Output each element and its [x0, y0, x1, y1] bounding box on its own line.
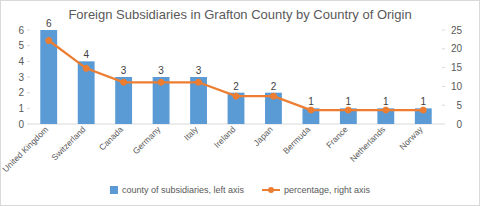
x-tick-label: United Kingdom	[0, 124, 50, 174]
marker	[420, 107, 426, 113]
y2-tick	[442, 86, 445, 87]
legend-item: county of subsidiaries, left axis	[110, 185, 245, 195]
x-tick-label: France	[324, 124, 350, 150]
y-tick-label: 4	[18, 56, 24, 67]
y2-tick	[442, 124, 445, 125]
legend-swatch	[110, 186, 118, 194]
chart-border	[1, 1, 480, 206]
x-tick-label: Netherlands	[348, 124, 387, 163]
y2-tick-label: 15	[451, 62, 463, 73]
marker	[121, 79, 127, 85]
x-tick-label: Norway	[397, 124, 425, 152]
data-label: 3	[158, 65, 164, 76]
legend-item: percentage, right axis	[262, 185, 371, 195]
y2-tick-label: 0	[456, 119, 462, 130]
y2-tick	[442, 30, 445, 31]
line	[49, 41, 424, 111]
y2-tick-label: 20	[451, 43, 463, 54]
y-tick	[27, 92, 30, 93]
y-tick-label: 2	[18, 87, 24, 98]
marker	[308, 107, 314, 113]
y-tick	[27, 124, 30, 125]
y-tick	[27, 77, 30, 78]
y-tick	[27, 108, 30, 109]
bar	[115, 77, 132, 124]
x-tick-label: Japan	[251, 124, 275, 148]
data-labels: 6 4 3 3 3 2 2 1 1 1 1	[46, 18, 427, 107]
marker	[270, 93, 276, 99]
marker	[83, 65, 89, 71]
legend-label: county of subsidiaries, left axis	[122, 185, 245, 195]
y-tick	[27, 61, 30, 62]
legend-label: percentage, right axis	[284, 185, 371, 195]
y-tick	[27, 45, 30, 46]
data-label: 1	[420, 96, 426, 107]
plot-marks	[40, 30, 431, 124]
x-tick-label: Germany	[131, 124, 163, 156]
y2-tick	[442, 67, 445, 68]
marker	[345, 107, 351, 113]
x-tick-label: Bermuda	[281, 124, 313, 156]
data-label: 1	[383, 96, 389, 107]
marker	[233, 93, 239, 99]
data-label: 2	[271, 81, 277, 92]
y2-tick	[442, 48, 445, 49]
data-label: 3	[121, 65, 127, 76]
data-label: 4	[83, 49, 89, 60]
x-tick-label: Canada	[97, 124, 125, 152]
data-label: 1	[308, 96, 314, 107]
x-tick-label: Italy	[182, 124, 201, 143]
marker	[158, 79, 164, 85]
legend-marker	[268, 187, 274, 193]
chart: Foreign Subsidiaries in Grafton County b…	[0, 0, 480, 206]
data-label: 2	[233, 81, 239, 92]
bar	[228, 93, 245, 124]
y-tick-label: 5	[18, 40, 24, 51]
y2-tick-label: 10	[451, 81, 463, 92]
title: Foreign Subsidiaries in Grafton County b…	[68, 7, 411, 22]
y-tick-label: 6	[18, 25, 24, 36]
marker	[383, 107, 389, 113]
legend: county of subsidiaries, left axis percent…	[110, 185, 371, 195]
marker	[46, 38, 52, 44]
bar	[153, 77, 170, 124]
x-tick-label: Switzerland	[49, 124, 87, 162]
y2-tick	[442, 105, 445, 106]
x-tick-label: Ireland	[212, 124, 238, 150]
y-tick-label: 3	[18, 72, 24, 83]
y-tick-label: 1	[18, 103, 24, 114]
y2-tick-label: 25	[451, 25, 463, 36]
y-tick	[27, 30, 30, 31]
y-tick-label: 0	[18, 119, 24, 130]
data-label: 1	[346, 96, 352, 107]
data-label: 3	[196, 65, 202, 76]
data-label: 6	[46, 18, 52, 29]
y2-tick-label: 5	[456, 100, 462, 111]
marker	[196, 79, 202, 85]
